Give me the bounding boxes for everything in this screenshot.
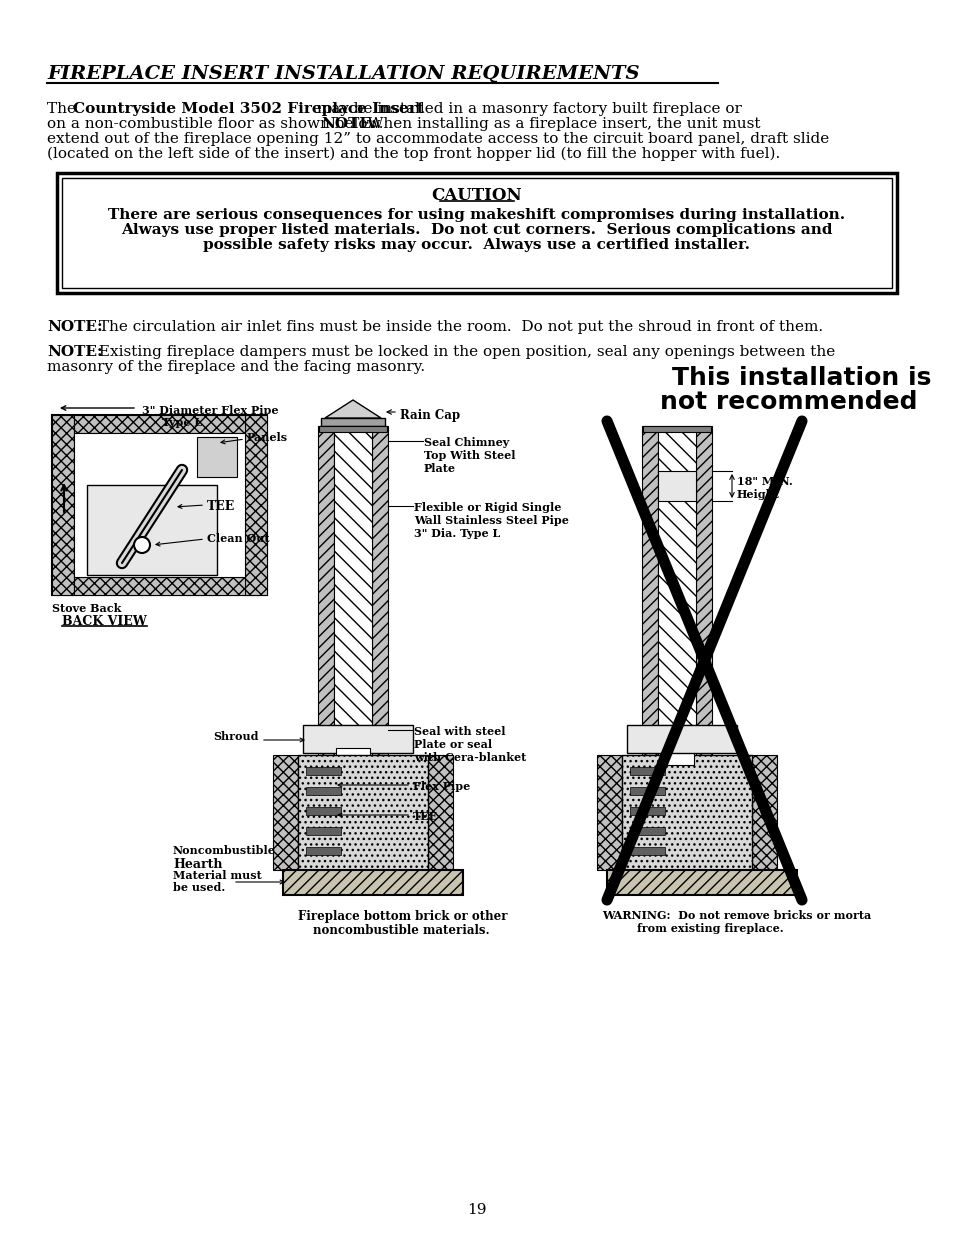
Text: NOTE:: NOTE: [320, 117, 376, 131]
Bar [74, 415, 245, 433]
Text: There are serious consequences for using makeshift compromises during installati: There are serious consequences for using… [109, 207, 844, 222]
Bar [629, 767, 664, 776]
Text: Shroud: Shroud [213, 731, 258, 742]
Bar [283, 869, 462, 895]
Bar [297, 755, 428, 869]
Text: Noncombustible: Noncombustible [172, 845, 275, 856]
Bar [317, 426, 334, 785]
Bar [320, 417, 385, 426]
Text: noncombustible materials.: noncombustible materials. [313, 924, 489, 937]
Text: 18" MIN.: 18" MIN. [737, 475, 792, 487]
Text: Rain Cap: Rain Cap [399, 409, 459, 422]
Text: Existing fireplace dampers must be locked in the open position, seal any opening: Existing fireplace dampers must be locke… [94, 345, 835, 359]
Bar [658, 471, 696, 501]
Bar [696, 426, 711, 785]
Text: CAUTION: CAUTION [432, 186, 521, 204]
Bar [335, 748, 370, 783]
Text: Seal Chimney: Seal Chimney [423, 437, 509, 448]
Text: with Cera-blanket: with Cera-blanket [414, 752, 526, 763]
Bar [306, 806, 340, 815]
Bar [57, 173, 896, 293]
Text: Seal with steel: Seal with steel [414, 726, 505, 737]
Bar [306, 767, 340, 776]
Bar [87, 485, 216, 576]
Text: Stove Back: Stove Back [52, 603, 121, 614]
Bar [629, 806, 664, 815]
Text: be used.: be used. [172, 882, 225, 893]
Text: The circulation air inlet fins must be inside the room.  Do not put the shroud i: The circulation air inlet fins must be i… [94, 320, 822, 333]
Bar [303, 725, 413, 753]
Bar [597, 755, 621, 869]
Circle shape [133, 537, 150, 553]
Bar [62, 178, 891, 288]
Bar [74, 433, 245, 577]
Text: NOTE:: NOTE: [47, 320, 103, 333]
Bar [306, 847, 340, 855]
Bar [318, 426, 387, 432]
Text: Fireplace bottom brick or other: Fireplace bottom brick or other [297, 910, 507, 923]
Bar [428, 755, 453, 869]
Bar [751, 755, 776, 869]
Bar [196, 437, 236, 477]
Bar [658, 426, 696, 725]
Text: from existing fireplace.: from existing fireplace. [637, 923, 782, 934]
Text: TEE: TEE [207, 500, 235, 513]
Bar [659, 725, 693, 764]
Text: (located on the left side of the insert) and the top front hopper lid (to fill t: (located on the left side of the insert)… [47, 147, 780, 162]
Text: Plate: Plate [423, 463, 456, 474]
Bar [306, 827, 340, 835]
Text: TEE: TEE [413, 811, 437, 823]
Bar [52, 415, 267, 595]
Text: not recommended: not recommended [659, 390, 917, 414]
Bar [641, 426, 658, 785]
Bar [74, 577, 245, 595]
Bar [621, 755, 751, 869]
Text: Flexible or Rigid Single: Flexible or Rigid Single [414, 501, 560, 513]
Bar [52, 415, 74, 595]
Text: 19: 19 [467, 1203, 486, 1216]
Bar [606, 869, 796, 895]
Text: 3" Dia. Type L: 3" Dia. Type L [414, 529, 499, 538]
Text: FIREPLACE INSERT INSTALLATION REQUIREMENTS: FIREPLACE INSERT INSTALLATION REQUIREMEN… [47, 65, 639, 83]
Text: WARNING:  Do not remove bricks or morta: WARNING: Do not remove bricks or morta [601, 910, 870, 921]
Text: NOTE:: NOTE: [47, 345, 103, 359]
Bar [273, 755, 297, 869]
Bar [629, 787, 664, 795]
Text: Type L: Type L [162, 417, 202, 429]
Text: Wall Stainless Steel Pipe: Wall Stainless Steel Pipe [414, 515, 568, 526]
Bar [629, 827, 664, 835]
Text: extend out of the fireplace opening 12” to accommodate access to the circuit boa: extend out of the fireplace opening 12” … [47, 132, 828, 146]
Text: When installing as a fireplace insert, the unit must: When installing as a fireplace insert, t… [357, 117, 760, 131]
Text: BACK VIEW: BACK VIEW [62, 615, 147, 629]
Text: The: The [47, 103, 81, 116]
Text: on a non-combustible floor as shown below.: on a non-combustible floor as shown belo… [47, 117, 393, 131]
Text: This installation is: This installation is [671, 366, 930, 390]
Text: masonry of the fireplace and the facing masonry.: masonry of the fireplace and the facing … [47, 359, 425, 374]
Bar [372, 426, 388, 785]
Bar [306, 787, 340, 795]
Text: Height: Height [737, 489, 779, 500]
Bar [245, 415, 267, 595]
Text: Hearth: Hearth [172, 858, 222, 871]
Bar [334, 426, 372, 725]
Text: Material must: Material must [172, 869, 261, 881]
Text: 3" Diameter Flex Pipe: 3" Diameter Flex Pipe [142, 405, 278, 416]
Text: Top With Steel: Top With Steel [423, 450, 515, 461]
Text: possible safety risks may occur.  Always use a certified installer.: possible safety risks may occur. Always … [203, 238, 750, 252]
Text: Countryside Model 3502 Fireplace Insert: Countryside Model 3502 Fireplace Insert [73, 103, 423, 116]
Bar [629, 847, 664, 855]
Text: Flex Pipe: Flex Pipe [413, 781, 470, 792]
Text: may be installed in a masonry factory built fireplace or: may be installed in a masonry factory bu… [312, 103, 741, 116]
Bar [626, 725, 737, 753]
Text: Always use proper listed materials.  Do not cut corners.  Serious complications : Always use proper listed materials. Do n… [121, 224, 832, 237]
Text: Panels: Panels [247, 432, 288, 443]
Bar [642, 426, 710, 432]
Text: Clean Out: Clean Out [207, 534, 269, 543]
Text: Plate or seal: Plate or seal [414, 739, 492, 750]
Polygon shape [325, 400, 380, 417]
